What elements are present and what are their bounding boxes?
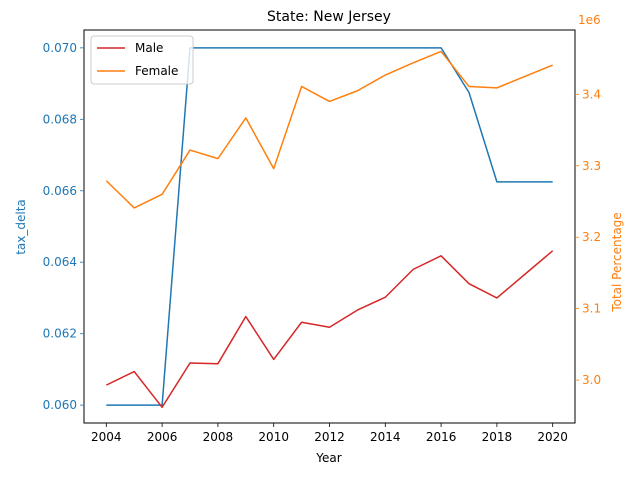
x-tick-label: 2004 — [91, 430, 122, 444]
left-y-tick-label: 0.064 — [43, 255, 77, 269]
right-y-tick-label: 3.0 — [582, 373, 601, 387]
left-y-axis-ticks: 0.060 0.062 0.064 0.066 0.068 0.070 — [43, 41, 84, 412]
legend: Male Female — [90, 35, 194, 85]
x-tick-label: 2010 — [258, 430, 289, 444]
chart-title: State: New Jersey — [267, 9, 391, 25]
x-axis-label: Year — [315, 451, 341, 465]
x-tick-label: 2014 — [370, 430, 401, 444]
x-tick-label: 2016 — [426, 430, 457, 444]
series-line-tax-delta — [106, 47, 553, 406]
right-y-axis-ticks: 3.0 3.1 3.2 3.3 3.4 — [575, 87, 601, 387]
x-axis-ticks: 2004 2006 2008 2010 2012 2014 2016 2018 2020 — [91, 423, 568, 444]
left-y-tick-label: 0.062 — [43, 327, 77, 341]
series-line-female — [105, 50, 553, 209]
plot-lines — [105, 47, 554, 409]
right-axis-offset-text: 1e6 — [578, 13, 601, 27]
x-tick-label: 2012 — [314, 430, 345, 444]
right-y-tick-label: 3.4 — [582, 87, 601, 101]
legend-label-male: Male — [135, 41, 163, 55]
legend-label-female: Female — [135, 64, 178, 78]
x-tick-label: 2008 — [203, 430, 234, 444]
left-y-tick-label: 0.060 — [43, 398, 77, 412]
left-y-tick-label: 0.068 — [43, 112, 77, 126]
right-y-axis-label: Total Percentage — [610, 212, 624, 312]
right-y-tick-label: 3.1 — [582, 302, 601, 316]
left-y-tick-label: 0.066 — [43, 184, 77, 198]
right-y-tick-label: 3.2 — [582, 230, 601, 244]
series-line-male — [105, 250, 554, 409]
left-y-axis-label: tax_delta — [14, 199, 28, 255]
x-tick-label: 2018 — [482, 430, 513, 444]
x-tick-label: 2006 — [147, 430, 178, 444]
left-y-tick-label: 0.070 — [43, 41, 77, 55]
right-y-tick-label: 3.3 — [582, 159, 601, 173]
x-tick-label: 2020 — [537, 430, 568, 444]
